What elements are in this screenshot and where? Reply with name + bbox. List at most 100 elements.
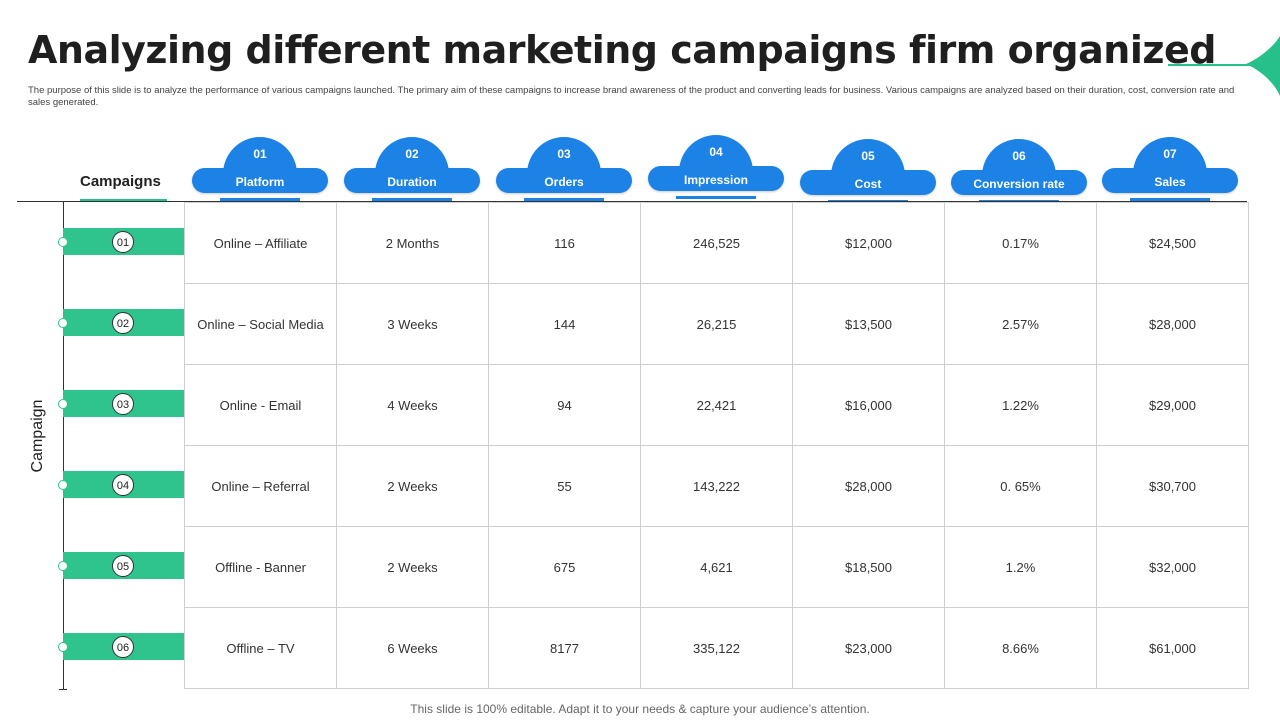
row-marker-dot bbox=[58, 561, 68, 571]
row-marker-dot bbox=[58, 642, 68, 652]
header-label: Conversion rate bbox=[973, 177, 1065, 191]
table-cell: 2.57% bbox=[944, 283, 1097, 365]
table-cell: 4 Weeks bbox=[336, 364, 489, 446]
row-header-label: Campaigns bbox=[80, 173, 161, 190]
table-cell: 116 bbox=[488, 202, 641, 284]
header-number: 06 bbox=[1012, 149, 1026, 163]
header-number: 05 bbox=[861, 149, 875, 163]
table-cell: Online - Email bbox=[184, 364, 337, 446]
table-cell: $30,700 bbox=[1096, 445, 1249, 527]
table-cell: 22,421 bbox=[640, 364, 793, 446]
header-number: 03 bbox=[557, 147, 571, 161]
row-number-badge: 06 bbox=[112, 636, 134, 658]
table-cell: 0. 65% bbox=[944, 445, 1097, 527]
header-pill bbox=[192, 168, 328, 193]
header-number: 07 bbox=[1163, 147, 1177, 161]
campaign-axis-line bbox=[63, 202, 64, 690]
table-cell: $16,000 bbox=[792, 364, 945, 446]
row-header-underline bbox=[80, 199, 167, 201]
table-row: Online - Email 4 Weeks 94 22,421 $16,000 1.22… bbox=[184, 364, 1249, 446]
header-pill bbox=[648, 166, 784, 191]
campaign-table: Online – Affiliate 2 Months 116 246,525 $12,… bbox=[184, 202, 1249, 689]
header-pill bbox=[496, 168, 632, 193]
table-cell: 1.2% bbox=[944, 526, 1097, 608]
table-cell: 246,525 bbox=[640, 202, 793, 284]
table-cell: $23,000 bbox=[792, 607, 945, 689]
table-cell: Online – Referral bbox=[184, 445, 337, 527]
column-header: 06 Conversion rate bbox=[951, 139, 1087, 203]
table-cell: 335,122 bbox=[640, 607, 793, 689]
header-label: Cost bbox=[854, 177, 882, 191]
header-label: Sales bbox=[1154, 175, 1186, 189]
table-cell: 26,215 bbox=[640, 283, 793, 365]
header-underline bbox=[676, 196, 756, 199]
row-marker-dot bbox=[58, 237, 68, 247]
table-cell: Online – Affiliate bbox=[184, 202, 337, 284]
header-pill bbox=[344, 168, 480, 193]
row-number-badge: 01 bbox=[112, 231, 134, 253]
header-label: Duration bbox=[387, 175, 437, 189]
table-cell: Offline – TV bbox=[184, 607, 337, 689]
table-cell: 94 bbox=[488, 364, 641, 446]
table-cell: 3 Weeks bbox=[336, 283, 489, 365]
header-rule bbox=[17, 201, 1247, 202]
column-header: 02 Duration bbox=[344, 137, 480, 201]
column-header: 04 Impression bbox=[648, 135, 784, 199]
header-pill bbox=[951, 170, 1087, 195]
row-number-badge: 04 bbox=[112, 474, 134, 496]
decorative-line bbox=[1168, 64, 1252, 66]
table-cell: $32,000 bbox=[1096, 526, 1249, 608]
column-header: 05 Cost bbox=[800, 139, 936, 203]
header-number: 01 bbox=[253, 147, 267, 161]
table-cell: $13,500 bbox=[792, 283, 945, 365]
row-marker-dot bbox=[58, 399, 68, 409]
header-number: 02 bbox=[405, 147, 419, 161]
table-row: Online – Social Media 3 Weeks 144 26,215 $13… bbox=[184, 283, 1249, 365]
column-header: 07 Sales bbox=[1102, 137, 1238, 201]
table-cell: 144 bbox=[488, 283, 641, 365]
header-label: Platform bbox=[235, 175, 285, 189]
table-cell: $28,000 bbox=[1096, 283, 1249, 365]
table-cell: 8.66% bbox=[944, 607, 1097, 689]
table-cell: 675 bbox=[488, 526, 641, 608]
table-cell: Offline - Banner bbox=[184, 526, 337, 608]
header-label: Impression bbox=[683, 173, 749, 187]
table-cell: $61,000 bbox=[1096, 607, 1249, 689]
header-underline bbox=[524, 198, 604, 201]
header-label: Orders bbox=[544, 175, 584, 189]
campaign-axis-label: Campaign bbox=[29, 399, 46, 473]
table-cell: 55 bbox=[488, 445, 641, 527]
page-subtitle: The purpose of this slide is to analyze … bbox=[28, 85, 1235, 108]
table-cell: 8177 bbox=[488, 607, 641, 689]
table-cell: 143,222 bbox=[640, 445, 793, 527]
table-row: Online – Affiliate 2 Months 116 246,525 $12,… bbox=[184, 202, 1249, 284]
header-underline bbox=[220, 198, 300, 201]
footer-note: This slide is 100% editable. Adapt it to… bbox=[410, 702, 870, 716]
table-cell: $12,000 bbox=[792, 202, 945, 284]
row-number-badge: 02 bbox=[112, 312, 134, 334]
table-cell: 2 Weeks bbox=[336, 445, 489, 527]
table-row: Online – Referral 2 Weeks 55 143,222 $28,000… bbox=[184, 445, 1249, 527]
page-title: Analyzing different marketing campaigns … bbox=[28, 28, 1216, 72]
header-number: 04 bbox=[709, 145, 723, 159]
table-cell: $24,500 bbox=[1096, 202, 1249, 284]
row-marker-dot bbox=[58, 318, 68, 328]
table-cell: 0.17% bbox=[944, 202, 1097, 284]
campaign-axis-tick bbox=[59, 689, 67, 690]
table-cell: 2 Months bbox=[336, 202, 489, 284]
column-header: 01 Platform bbox=[192, 137, 328, 201]
table-cell: $28,000 bbox=[792, 445, 945, 527]
header-pill bbox=[800, 170, 936, 195]
table-cell: 4,621 bbox=[640, 526, 793, 608]
header-pill bbox=[1102, 168, 1238, 193]
table-cell: Online – Social Media bbox=[184, 283, 337, 365]
row-number-badge: 03 bbox=[112, 393, 134, 415]
table-cell: $18,500 bbox=[792, 526, 945, 608]
table-cell: 6 Weeks bbox=[336, 607, 489, 689]
column-header: 03 Orders bbox=[496, 137, 632, 201]
row-number-badge: 05 bbox=[112, 555, 134, 577]
leaf-decoration-icon bbox=[1246, 36, 1280, 96]
table-cell: 2 Weeks bbox=[336, 526, 489, 608]
header-underline bbox=[1130, 198, 1210, 201]
row-marker-dot bbox=[58, 480, 68, 490]
